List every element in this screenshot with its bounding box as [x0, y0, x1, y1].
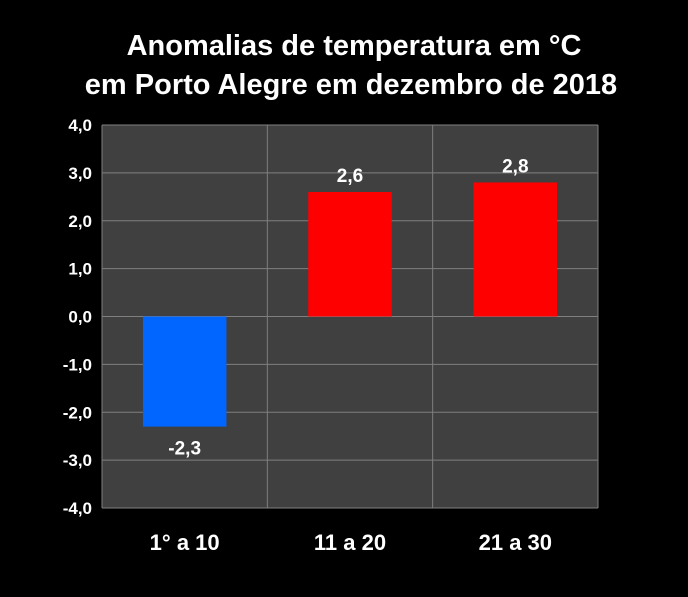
y-axis: 4,0 3,0 2,0 1,0 0,0 -1,0 -2,0 -3,0 -4,0	[63, 116, 92, 518]
y-tick-label: -2,0	[63, 403, 92, 422]
bar	[473, 182, 558, 317]
x-category-label: 11 a 20	[314, 530, 386, 555]
x-category-label: 1° a 10	[150, 530, 220, 555]
bars	[142, 182, 558, 427]
y-tick-label: 3,0	[68, 164, 92, 183]
data-labels: -2,3 2,6 2,8	[168, 156, 528, 459]
bar	[308, 192, 392, 317]
bar-value-label: 2,6	[337, 166, 363, 187]
y-tick-label: 0,0	[68, 308, 92, 327]
y-tick-label: 2,0	[68, 212, 92, 231]
chart-title-line-2: em Porto Alegre em dezembro de 2018	[85, 69, 617, 101]
y-tick-label: -1,0	[63, 355, 92, 374]
y-tick-label: 1,0	[68, 260, 92, 279]
bar-value-label: 2,8	[502, 156, 528, 177]
chart-title-line-1: Anomalias de temperatura em °C	[127, 30, 582, 62]
y-tick-label: -4,0	[63, 499, 92, 518]
bar	[142, 316, 227, 427]
bar-value-label: -2,3	[168, 439, 201, 460]
x-category-label: 21 a 30	[479, 530, 552, 555]
x-axis: 1° a 10 11 a 20 21 a 30	[150, 530, 552, 555]
y-tick-label: -3,0	[63, 451, 92, 470]
y-tick-label: 4,0	[68, 116, 92, 135]
